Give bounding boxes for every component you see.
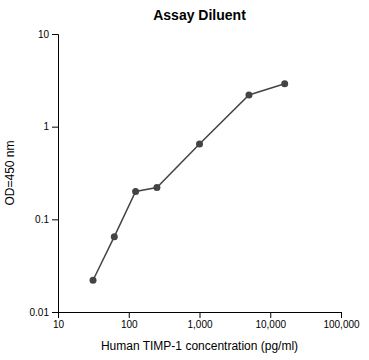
tick: 100,000	[323, 312, 360, 330]
tick: 1,000	[187, 312, 212, 330]
tick-label: 100	[121, 319, 138, 330]
tick: 0.1	[35, 214, 58, 225]
point	[281, 80, 288, 87]
tick-mark	[270, 312, 271, 318]
tick-label: 10,000	[255, 319, 286, 330]
tick-mark	[129, 312, 130, 318]
y-axis: 0.01 0.1 1 10	[30, 29, 59, 318]
tick: 10	[53, 312, 65, 330]
point	[90, 277, 97, 284]
point	[111, 233, 118, 240]
tick: 10,000	[255, 312, 286, 330]
tick-label: 1,000	[187, 319, 212, 330]
title: Assay Diluent	[153, 7, 246, 23]
x-axis-title: Human TIMP-1 concentration (pg/ml)	[101, 339, 298, 353]
tick-mark	[52, 34, 58, 35]
point	[153, 184, 160, 191]
x-axis: 10 100 1,000 10,000 100,000	[53, 312, 360, 330]
tick-mark	[200, 312, 201, 318]
tick-label: 10	[38, 29, 50, 40]
tick: 100	[121, 312, 138, 330]
tick-mark	[341, 312, 342, 318]
point	[196, 141, 203, 148]
tick: 1	[43, 121, 58, 132]
tick-mark	[52, 127, 58, 128]
chart: 10 100 1,000 10,000 100,000 0.01 0.1 1 10 Assay D…	[0, 0, 369, 360]
point	[245, 91, 252, 98]
tick-label: 0.01	[30, 307, 50, 318]
tick: 10	[38, 29, 58, 40]
tick-label: 10	[53, 319, 65, 330]
tick-mark	[52, 312, 58, 313]
tick-label: 100,000	[323, 319, 360, 330]
line	[93, 84, 285, 280]
axis-line	[59, 313, 342, 319]
axis-line	[52, 35, 59, 313]
tick-label: 0.1	[35, 214, 49, 225]
marks	[90, 80, 289, 283]
tick-mark	[52, 219, 58, 220]
y-axis-title: OD=450 nm	[3, 140, 17, 205]
tick-label: 1	[43, 121, 49, 132]
tick: 0.01	[30, 307, 58, 318]
plot: 10 100 1,000 10,000 100,000 0.01 0.1 1 10	[30, 29, 360, 330]
point	[132, 188, 139, 195]
